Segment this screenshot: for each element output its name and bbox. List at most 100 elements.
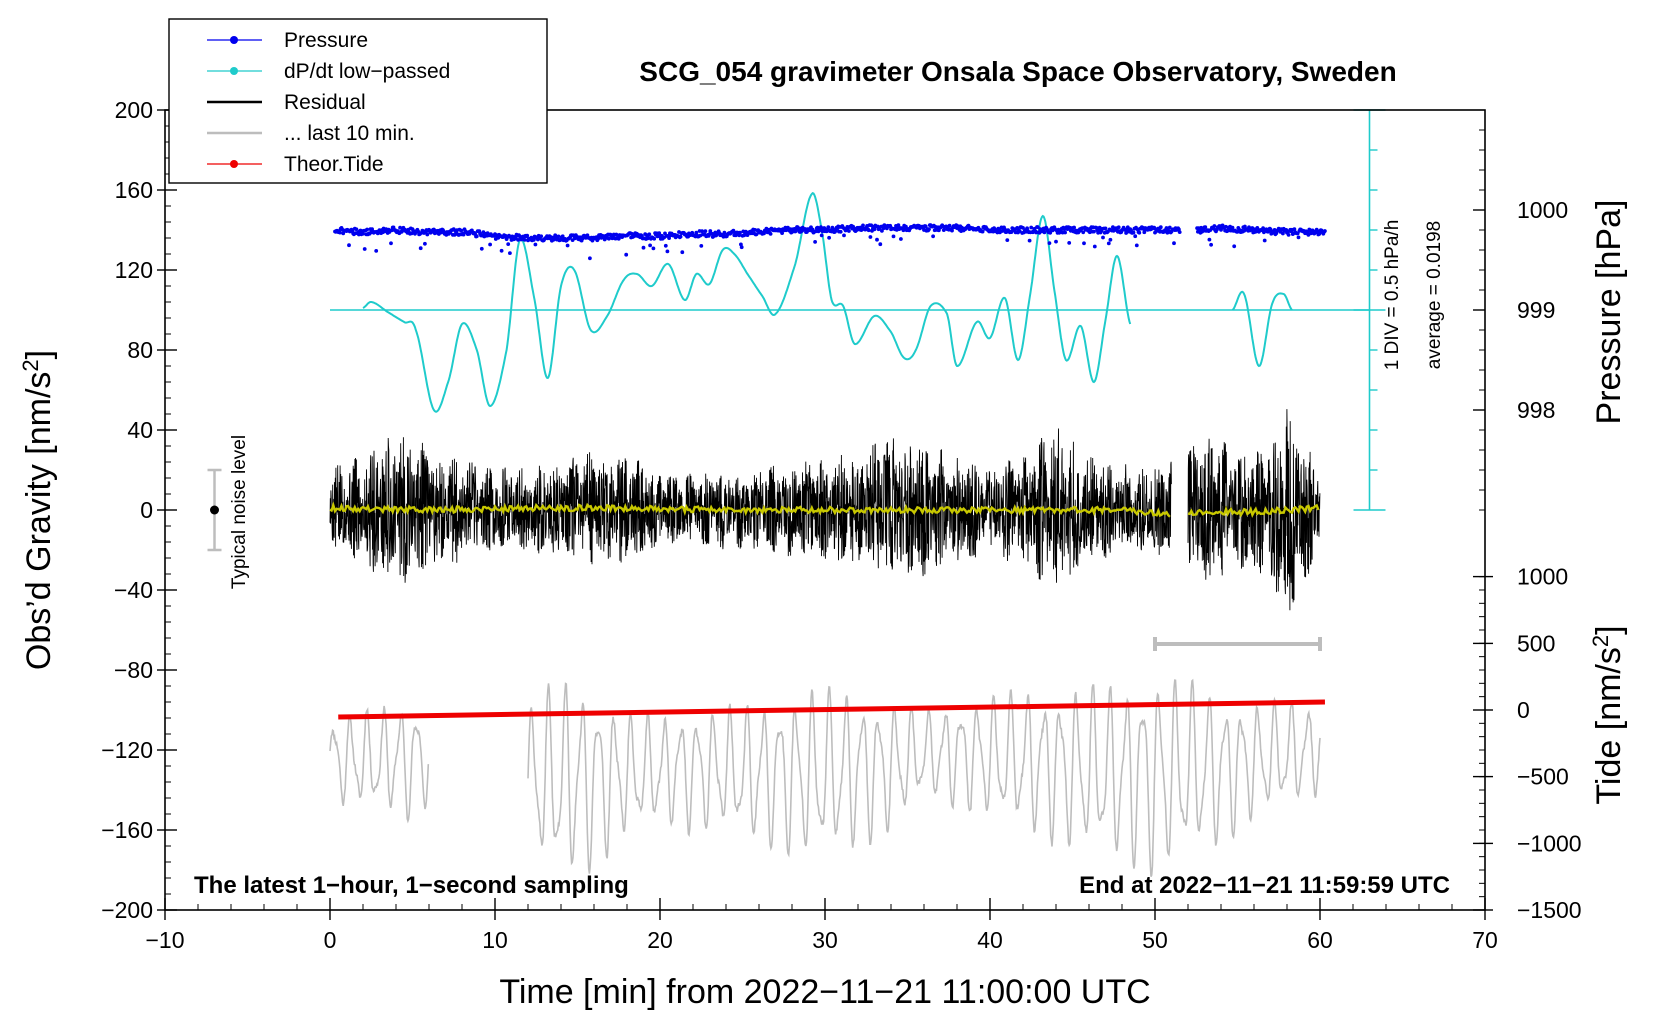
pressure-point (556, 234, 561, 239)
pressure-point (588, 256, 592, 261)
noise-level-center (210, 505, 219, 515)
pressure-point (700, 229, 704, 234)
pressure-point (652, 236, 657, 241)
pressure-point (1116, 225, 1121, 230)
pressure-point (1255, 226, 1260, 230)
tide-axis-label: Tide [nm/s2] (1588, 625, 1628, 804)
pressure-point (362, 247, 367, 251)
pressure-point (866, 228, 871, 233)
pressure-point (896, 223, 901, 228)
last10-line-segment (329, 705, 430, 824)
legend-marker (230, 67, 238, 75)
x-tick-label: 30 (812, 927, 838, 953)
tide-tick-label: −1000 (1517, 830, 1582, 856)
pressure-point (516, 238, 520, 242)
pressure-point (950, 228, 954, 233)
y-tick-label: −80 (114, 657, 153, 683)
pressure-point (1108, 237, 1113, 242)
legend-label: Theor.Tide (284, 153, 384, 176)
tide-axis-label-superscript: 2 (1588, 635, 1613, 647)
pressure-point (667, 236, 671, 241)
pressure-point (1131, 230, 1136, 235)
pressure-point (1067, 241, 1072, 245)
pressure-point (374, 249, 379, 253)
pressure-point (354, 227, 359, 232)
pressure-tick-label: 1000 (1517, 197, 1568, 223)
pressure-point (980, 229, 985, 234)
last10-layer (329, 678, 1321, 877)
pressure-point (560, 234, 565, 239)
pressure-point (1219, 228, 1223, 232)
tide-tick-label: 1000 (1517, 564, 1568, 590)
pressure-point (1142, 230, 1147, 235)
x-tick-label: 60 (1307, 927, 1333, 953)
pressure-point (665, 249, 670, 254)
y-tick-label: 200 (115, 97, 153, 123)
chart-title: SCG_054 gravimeter Onsala Space Observat… (639, 56, 1396, 87)
y-tick-labels: 200 160 120 80 40 0 −40 −80 −120 −160 −200 (101, 97, 153, 923)
pressure-point (838, 229, 843, 234)
pressure-point (423, 241, 427, 246)
tide-tick-label: −500 (1517, 764, 1569, 790)
pressure-point (722, 230, 727, 235)
pressure-point (565, 243, 570, 248)
pressure-point (1029, 225, 1034, 230)
x-tick-label: −10 (145, 927, 184, 953)
pressure-point (842, 233, 846, 238)
tide-tick-label: 500 (1517, 630, 1555, 656)
pressure-point (738, 230, 742, 235)
last10-line-segment (527, 678, 1321, 877)
pressure-point (1296, 235, 1301, 240)
pressure-point (1005, 238, 1010, 243)
legend: Pressure dP/dt low−passed Residual ... last… (168, 18, 548, 184)
pressure-point (651, 246, 656, 251)
pressure-point (1232, 244, 1237, 249)
pressure-point (361, 231, 365, 236)
pressure-point (398, 225, 402, 230)
pressure-point (474, 234, 479, 239)
pressure-point (868, 235, 873, 239)
legend-label: ... last 10 min. (284, 122, 415, 145)
pressure-point (1177, 230, 1182, 235)
tide-layer (338, 699, 1325, 720)
y-tick-label: −40 (114, 577, 153, 603)
pressure-point (826, 225, 831, 230)
pressure-point (875, 237, 879, 242)
pressure-point (1103, 226, 1108, 231)
pressure-point (338, 230, 342, 235)
x-tick-label: 20 (647, 927, 673, 953)
tide-tick-label: 0 (1517, 697, 1530, 723)
pressure-point (1092, 244, 1097, 249)
pressure-point (1134, 243, 1139, 248)
x-tick-labels: −10 0 10 20 30 40 50 60 70 (145, 927, 1497, 953)
tide-tick-label: −1500 (1517, 897, 1582, 923)
pressure-point (878, 242, 883, 247)
pressure-tick-label: 999 (1517, 297, 1555, 323)
pressure-point (1081, 230, 1086, 235)
pressure-point (1167, 225, 1172, 230)
pressure-point (1042, 230, 1047, 235)
pressure-point (607, 236, 611, 241)
pressure-point (822, 226, 827, 230)
residual-line-segment (329, 428, 1172, 583)
dpdt-scale-label: 1 DIV = 0.5 hPa/h (1382, 220, 1403, 371)
pressure-point (479, 246, 484, 251)
y-tick-label: 120 (115, 257, 153, 283)
tick-layer (157, 109, 1493, 920)
pressure-point (506, 242, 511, 247)
pressure-point (847, 229, 851, 233)
pressure-point (699, 244, 704, 248)
pressure-point (1262, 238, 1267, 243)
y-tick-label: −160 (101, 817, 153, 843)
pressure-point (1133, 234, 1138, 239)
pressure-layer (333, 223, 1327, 261)
pressure-point (641, 245, 646, 250)
pressure-point (1230, 225, 1235, 230)
pressure-point (614, 232, 619, 237)
smoothed-residual-layer (329, 501, 1320, 518)
pressure-point (365, 227, 369, 232)
pressure-point (891, 234, 896, 239)
noise-level-label: Typical noise level (229, 435, 250, 589)
pressure-point (461, 232, 466, 237)
pressure-point (1106, 241, 1111, 246)
